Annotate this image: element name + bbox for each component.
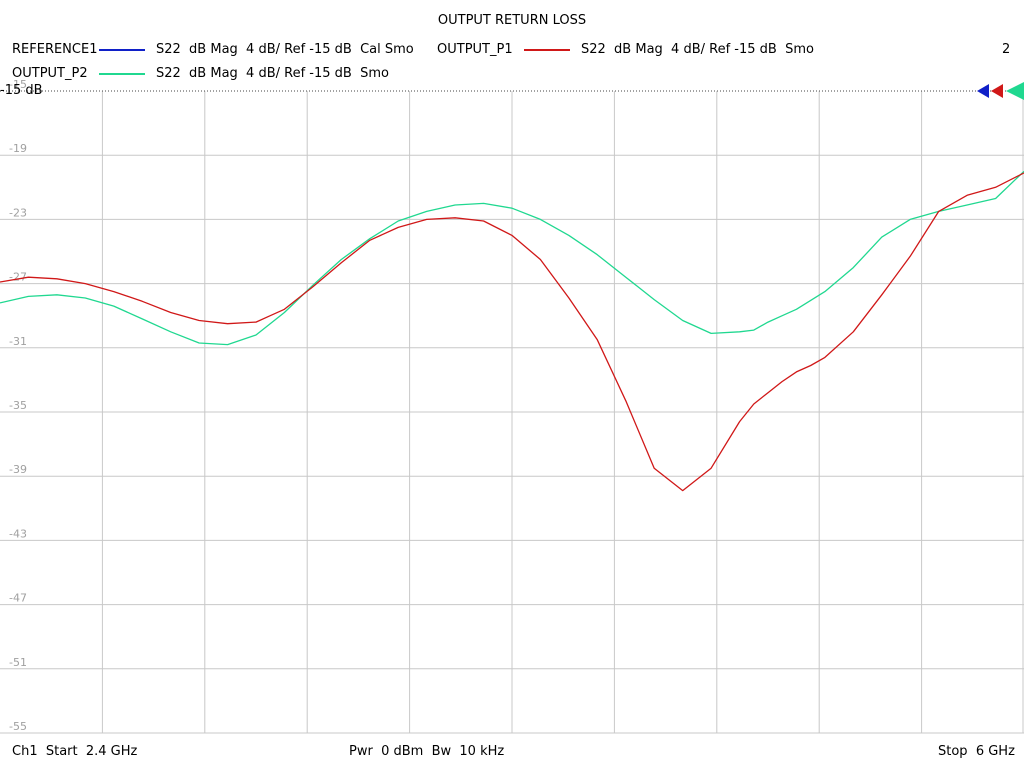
footer-start: Ch1 Start 2.4 GHz	[12, 744, 138, 759]
reference1-marker-icon	[977, 84, 989, 98]
y-tick-label: -23	[9, 206, 27, 219]
reference-level-label: -15 dB	[0, 83, 43, 98]
series-line-output-p1	[0, 172, 1024, 492]
y-tick-label: -43	[9, 527, 27, 540]
footer-stop: Stop 6 GHz	[938, 744, 1015, 759]
series-line-output-p2	[0, 170, 1024, 346]
legend-line-output-p1	[524, 49, 570, 51]
legend-name-output-p2: OUTPUT_P2	[12, 66, 88, 81]
grid	[0, 91, 1024, 734]
y-tick-label: -55	[9, 720, 27, 733]
y-tick-label: -47	[9, 592, 27, 605]
y-tick-label: -35	[9, 399, 27, 412]
output-p1-marker-icon	[991, 84, 1003, 98]
footer-power: Pwr 0 dBm Bw 10 kHz	[349, 744, 505, 759]
legend-line-output-p2	[99, 73, 145, 75]
legend-desc-output-p2: S22 dB Mag 4 dB/ Ref -15 dB Smo	[156, 66, 389, 81]
chart-title: OUTPUT RETURN LOSS	[437, 13, 587, 28]
y-tick-label: -39	[9, 463, 27, 476]
y-tick-label: -31	[9, 335, 27, 348]
output-p2-marker-icon	[1006, 82, 1024, 100]
y-tick-labels: -15 -19 -23 -27 -31 -35 -39 -43 -47 -51 -55	[9, 78, 27, 733]
legend-desc-reference1: S22 dB Mag 4 dB/ Ref -15 dB Cal Smo	[156, 42, 414, 57]
page-number: 2	[1002, 42, 1011, 57]
legend-name-reference1: REFERENCE1	[12, 42, 98, 57]
legend-name-output-p1: OUTPUT_P1	[437, 42, 513, 57]
y-tick-label: -51	[9, 656, 27, 669]
series-lines	[0, 170, 1024, 492]
reference-markers	[977, 82, 1024, 100]
y-tick-label: -27	[9, 271, 27, 284]
y-tick-label: -19	[9, 142, 27, 155]
y-tick-label: -15	[9, 78, 27, 91]
legend-desc-output-p1: S22 dB Mag 4 dB/ Ref -15 dB Smo	[581, 42, 814, 57]
legend-line-reference1	[99, 49, 145, 51]
